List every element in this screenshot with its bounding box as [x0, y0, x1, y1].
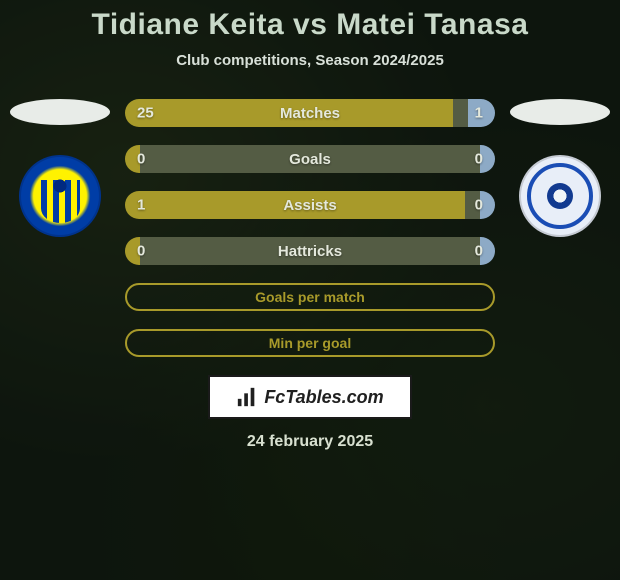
stat-row: 0 0 Hattricks [125, 237, 495, 265]
stat-bar-neutral-segment [453, 99, 468, 127]
right-player-side [505, 99, 615, 237]
stat-row: 25 1 Matches [125, 99, 495, 127]
left-club-crest [19, 155, 101, 237]
stat-label: Matches [280, 105, 340, 122]
stat-label: Hattricks [278, 243, 342, 260]
right-club-crest [519, 155, 601, 237]
stat-rows: 25 1 Matches 0 0 Goals 1 0 Assists 0 0 Hattricks Goa… [125, 99, 495, 357]
stat-value-right: 0 [475, 197, 483, 214]
stat-label: Goals [289, 151, 331, 168]
stat-value-left: 1 [137, 197, 145, 214]
stat-value-right: 0 [475, 151, 483, 168]
stat-value-left: 25 [137, 105, 154, 122]
right-player-photo-placeholder [510, 99, 610, 125]
stat-value-right: 0 [475, 243, 483, 260]
stat-row-empty: Goals per match [125, 283, 495, 311]
stat-row: 0 0 Goals [125, 145, 495, 173]
date-label: 24 february 2025 [247, 433, 373, 451]
stat-label: Assists [283, 197, 336, 214]
brand-badge: FcTables.com [208, 375, 412, 419]
left-player-side [5, 99, 115, 237]
left-player-photo-placeholder [10, 99, 110, 125]
stat-row-empty: Min per goal [125, 329, 495, 357]
stat-row: 1 0 Assists [125, 191, 495, 219]
subtitle: Club competitions, Season 2024/2025 [176, 52, 444, 69]
stat-value-right: 1 [475, 105, 483, 122]
brand-label: FcTables.com [264, 387, 383, 408]
stat-value-left: 0 [137, 151, 145, 168]
stat-value-left: 0 [137, 243, 145, 260]
comparison-panel: 25 1 Matches 0 0 Goals 1 0 Assists 0 0 Hattricks Goa… [0, 99, 620, 357]
chart-icon [236, 386, 258, 408]
page-title: Tidiane Keita vs Matei Tanasa [92, 8, 529, 42]
